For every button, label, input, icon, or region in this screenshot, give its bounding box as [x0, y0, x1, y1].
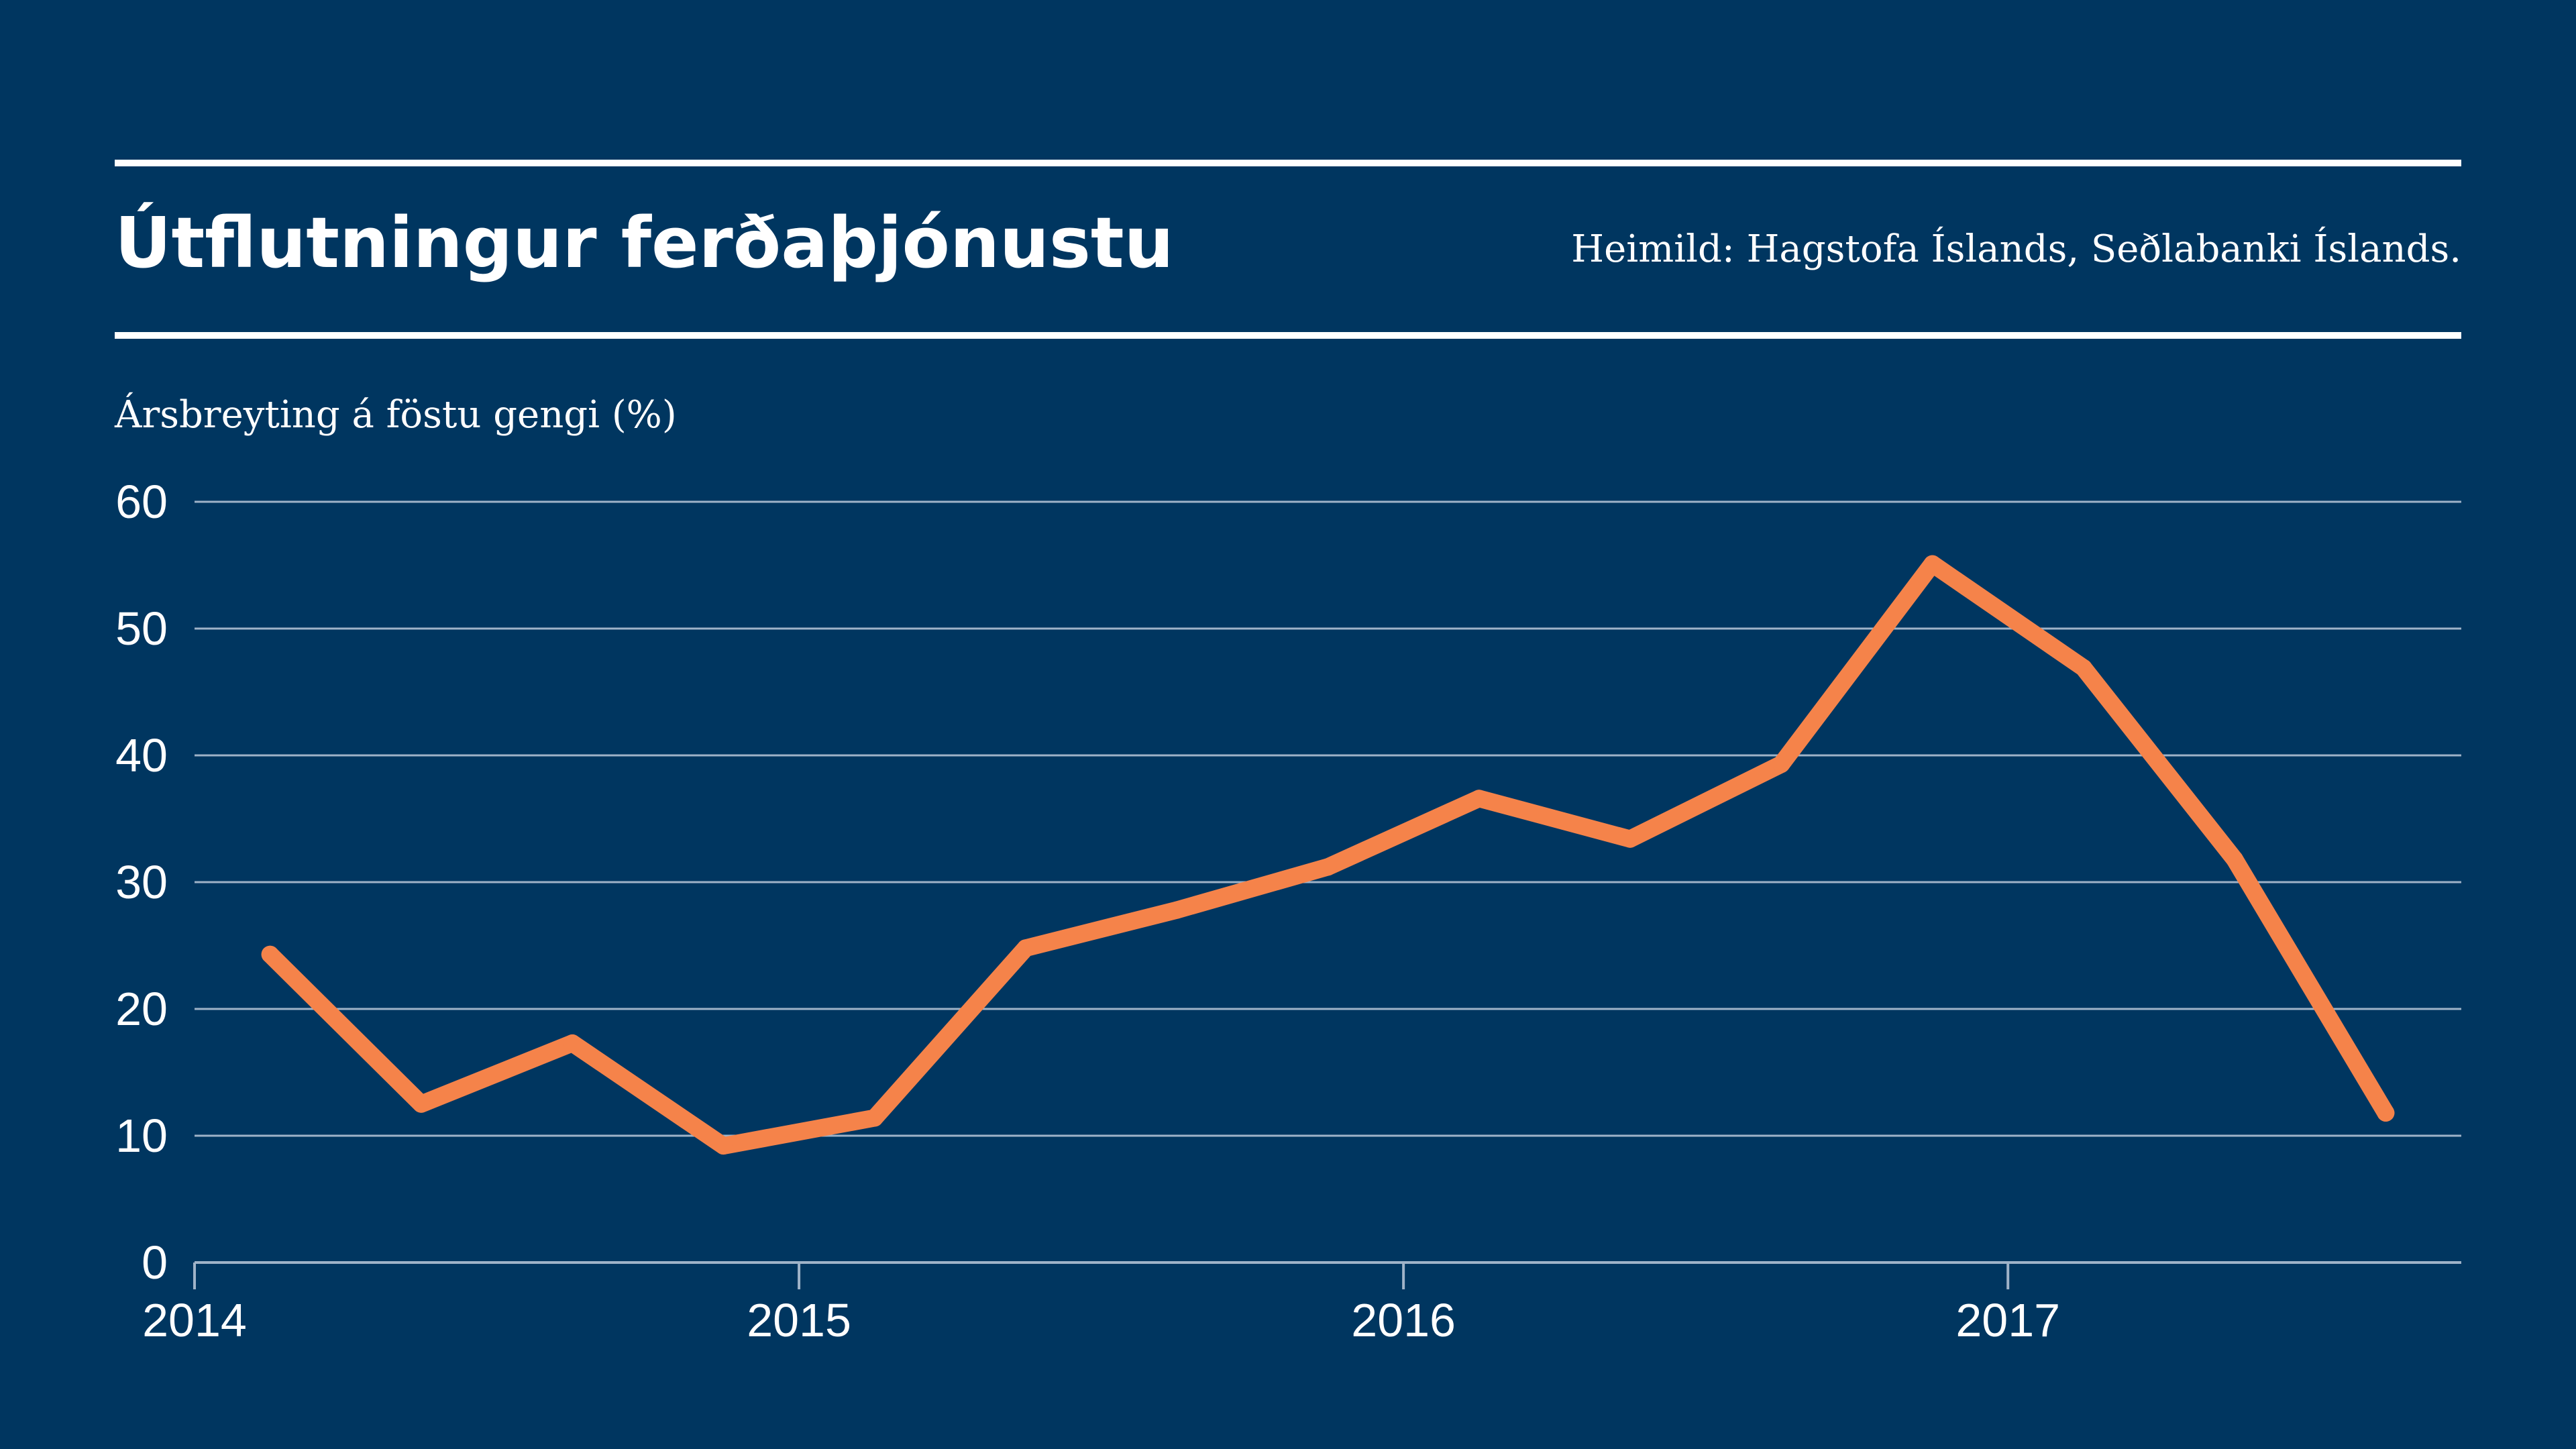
data-point	[1319, 858, 1337, 876]
data-point	[261, 945, 279, 963]
data-point	[1772, 755, 1790, 773]
header-top-rule	[115, 160, 2461, 166]
x-tick-label: 2015	[747, 1294, 851, 1346]
data-point	[1621, 830, 1640, 848]
data-point	[1470, 790, 1488, 808]
series-layer	[261, 555, 2395, 1155]
grid-lines	[195, 500, 2461, 1137]
series-line	[261, 555, 2395, 1155]
data-point	[2074, 659, 2092, 677]
data-point	[2226, 850, 2244, 868]
y-tick-labels: 0 10 20 30 40 50 60	[115, 476, 168, 1289]
chart-title: Útflutningur ferðaþjónustu	[115, 202, 1174, 284]
chart-source: Heimild: Hagstofa Íslands, Seðlabanki Ís…	[1571, 227, 2461, 271]
y-tick-label: 60	[115, 476, 168, 528]
y-tick-label: 20	[115, 983, 168, 1035]
data-point	[564, 1034, 582, 1053]
data-point	[865, 1109, 883, 1127]
x-tick-labels: 2014 2015 2016 2017	[142, 1294, 2060, 1346]
data-point	[412, 1095, 430, 1113]
header-bottom-rule	[115, 332, 2461, 339]
y-tick-label: 0	[142, 1236, 168, 1289]
data-point	[1923, 555, 1941, 573]
y-tick-label: 50	[115, 602, 168, 655]
data-point	[714, 1137, 733, 1155]
data-point	[1016, 939, 1034, 957]
x-axis	[193, 1261, 2461, 1289]
data-point	[2377, 1104, 2395, 1122]
x-tick-label: 2016	[1351, 1294, 1456, 1346]
y-axis-label: Ársbreyting á föstu gengi (%)	[115, 393, 677, 437]
data-point	[1168, 901, 1186, 919]
y-tick-label: 30	[115, 856, 168, 908]
y-tick-label: 10	[115, 1110, 168, 1162]
x-tick-label: 2017	[1955, 1294, 2060, 1346]
x-tick-label: 2014	[142, 1294, 247, 1346]
y-tick-label: 40	[115, 729, 168, 782]
